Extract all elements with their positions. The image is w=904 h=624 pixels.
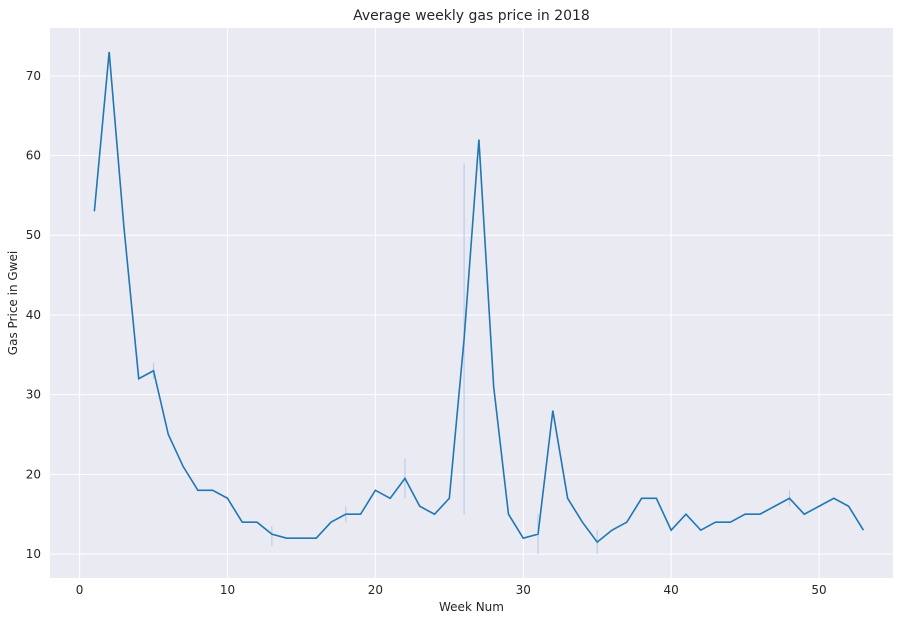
y-tick-label: 10: [26, 547, 41, 561]
y-tick-label: 60: [26, 149, 41, 163]
y-tick-label: 50: [26, 228, 41, 242]
x-tick-labels: 0 10 20 30 40 50: [76, 583, 827, 597]
plot-area: [50, 28, 893, 578]
y-axis-label: Gas Price in Gwei: [6, 251, 20, 355]
x-tick-label: 50: [811, 583, 826, 597]
x-axis-label: Week Num: [439, 600, 504, 614]
y-tick-label: 30: [26, 388, 41, 402]
series-line: [93, 51, 865, 544]
chart-title: Average weekly gas price in 2018: [353, 8, 590, 24]
gridlines: [50, 28, 893, 578]
y-tick-label: 20: [26, 467, 41, 481]
y-tick-labels: 10 20 30 40 50 60 70: [26, 69, 41, 561]
x-tick-label: 10: [220, 583, 235, 597]
x-tick-label: 40: [664, 583, 679, 597]
x-tick-label: 30: [516, 583, 531, 597]
x-tick-label: 0: [76, 583, 84, 597]
y-tick-label: 70: [26, 69, 41, 83]
x-tick-label: 20: [368, 583, 383, 597]
y-tick-label: 40: [26, 308, 41, 322]
